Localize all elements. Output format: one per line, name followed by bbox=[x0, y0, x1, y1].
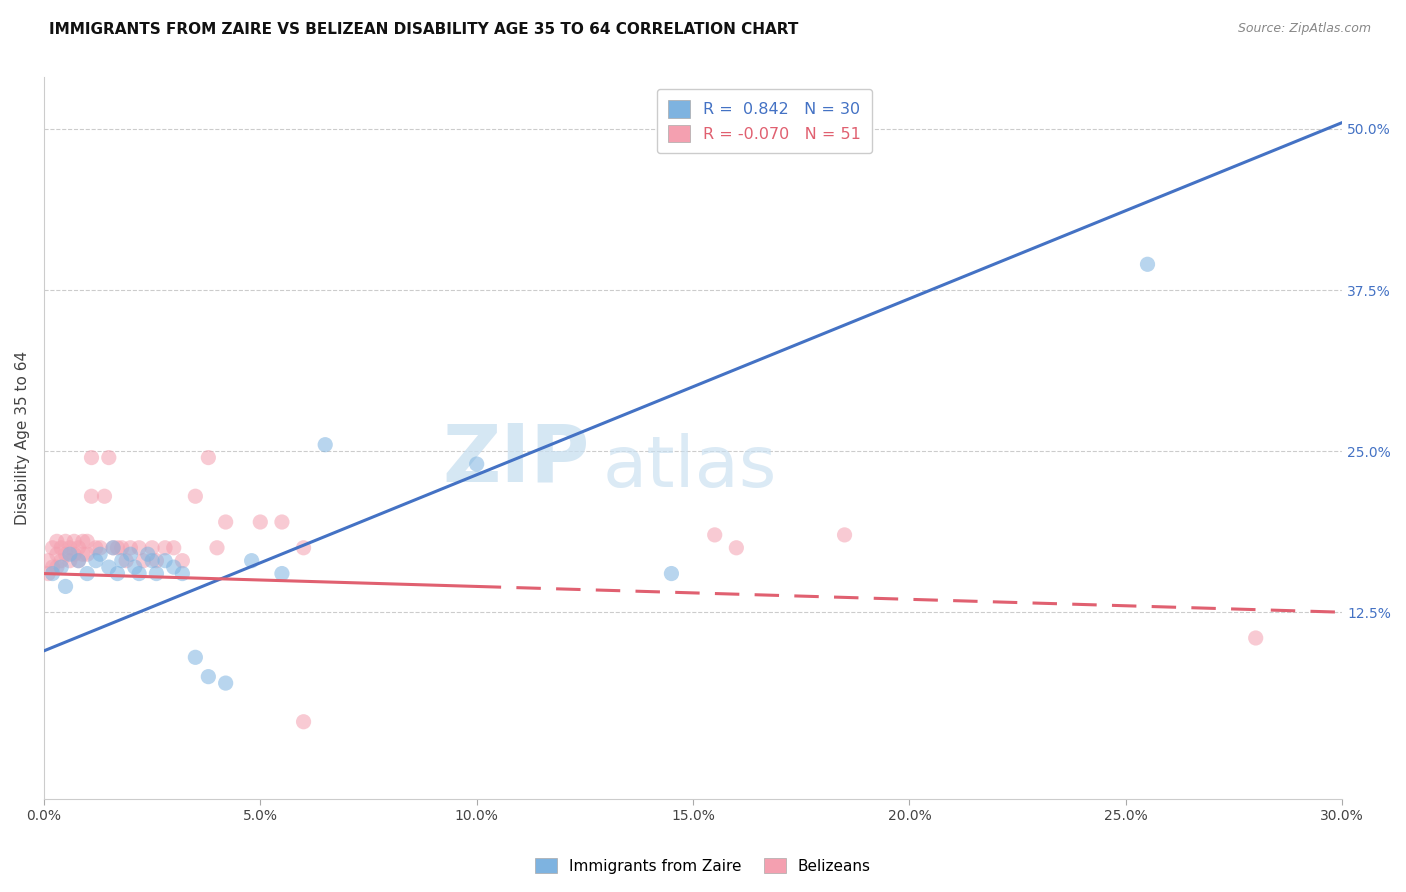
Point bbox=[59, 547, 82, 561]
Point bbox=[101, 541, 124, 555]
Point bbox=[120, 541, 142, 555]
Point bbox=[136, 547, 159, 561]
Point bbox=[80, 450, 103, 465]
Point bbox=[214, 515, 236, 529]
Point bbox=[128, 566, 150, 581]
Point bbox=[63, 547, 86, 561]
Point bbox=[97, 560, 120, 574]
Point bbox=[271, 515, 294, 529]
Point bbox=[703, 528, 725, 542]
Point bbox=[145, 554, 167, 568]
Point bbox=[76, 547, 98, 561]
Point bbox=[89, 547, 111, 561]
Point bbox=[76, 534, 98, 549]
Point bbox=[51, 560, 73, 574]
Point bbox=[41, 566, 63, 581]
Point bbox=[84, 554, 107, 568]
Point bbox=[37, 566, 59, 581]
Point bbox=[115, 554, 138, 568]
Point bbox=[141, 541, 163, 555]
Point bbox=[55, 579, 77, 593]
Point bbox=[184, 650, 207, 665]
Point bbox=[214, 676, 236, 690]
Point bbox=[59, 541, 82, 555]
Point bbox=[661, 566, 683, 581]
Point bbox=[141, 554, 163, 568]
Point bbox=[107, 541, 129, 555]
Point bbox=[67, 554, 90, 568]
Point bbox=[111, 554, 134, 568]
Point bbox=[205, 541, 228, 555]
Point bbox=[51, 554, 73, 568]
Point bbox=[93, 489, 115, 503]
Point bbox=[72, 547, 94, 561]
Point bbox=[132, 554, 155, 568]
Y-axis label: Disability Age 35 to 64: Disability Age 35 to 64 bbox=[15, 351, 30, 525]
Point bbox=[1136, 257, 1159, 271]
Point bbox=[163, 560, 186, 574]
Point bbox=[197, 670, 219, 684]
Point bbox=[465, 457, 488, 471]
Point bbox=[41, 541, 63, 555]
Point bbox=[55, 534, 77, 549]
Text: atlas: atlas bbox=[602, 433, 776, 501]
Point bbox=[292, 541, 315, 555]
Point bbox=[45, 560, 67, 574]
Point bbox=[172, 554, 194, 568]
Point bbox=[84, 541, 107, 555]
Point bbox=[1244, 631, 1267, 645]
Text: IMMIGRANTS FROM ZAIRE VS BELIZEAN DISABILITY AGE 35 TO 64 CORRELATION CHART: IMMIGRANTS FROM ZAIRE VS BELIZEAN DISABI… bbox=[49, 22, 799, 37]
Point bbox=[834, 528, 856, 542]
Point bbox=[172, 566, 194, 581]
Point bbox=[145, 566, 167, 581]
Point bbox=[184, 489, 207, 503]
Text: ZIP: ZIP bbox=[441, 421, 589, 499]
Point bbox=[55, 547, 77, 561]
Point bbox=[128, 541, 150, 555]
Legend: R =  0.842   N = 30, R = -0.070   N = 51: R = 0.842 N = 30, R = -0.070 N = 51 bbox=[657, 89, 872, 153]
Point bbox=[240, 554, 263, 568]
Point bbox=[97, 450, 120, 465]
Point bbox=[51, 541, 73, 555]
Point bbox=[292, 714, 315, 729]
Point bbox=[153, 541, 176, 555]
Point bbox=[725, 541, 748, 555]
Point bbox=[41, 560, 63, 574]
Point bbox=[45, 534, 67, 549]
Point bbox=[63, 534, 86, 549]
Point bbox=[72, 534, 94, 549]
Point bbox=[67, 541, 90, 555]
Point bbox=[59, 554, 82, 568]
Point bbox=[67, 554, 90, 568]
Point bbox=[45, 547, 67, 561]
Text: Source: ZipAtlas.com: Source: ZipAtlas.com bbox=[1237, 22, 1371, 36]
Point bbox=[80, 489, 103, 503]
Legend: Immigrants from Zaire, Belizeans: Immigrants from Zaire, Belizeans bbox=[529, 852, 877, 880]
Point bbox=[314, 438, 336, 452]
Point bbox=[101, 541, 124, 555]
Point bbox=[111, 541, 134, 555]
Point bbox=[271, 566, 294, 581]
Point bbox=[107, 566, 129, 581]
Point bbox=[89, 541, 111, 555]
Point bbox=[249, 515, 271, 529]
Point bbox=[37, 554, 59, 568]
Point bbox=[163, 541, 186, 555]
Point bbox=[124, 560, 146, 574]
Point bbox=[197, 450, 219, 465]
Point bbox=[76, 566, 98, 581]
Point bbox=[120, 547, 142, 561]
Point bbox=[153, 554, 176, 568]
